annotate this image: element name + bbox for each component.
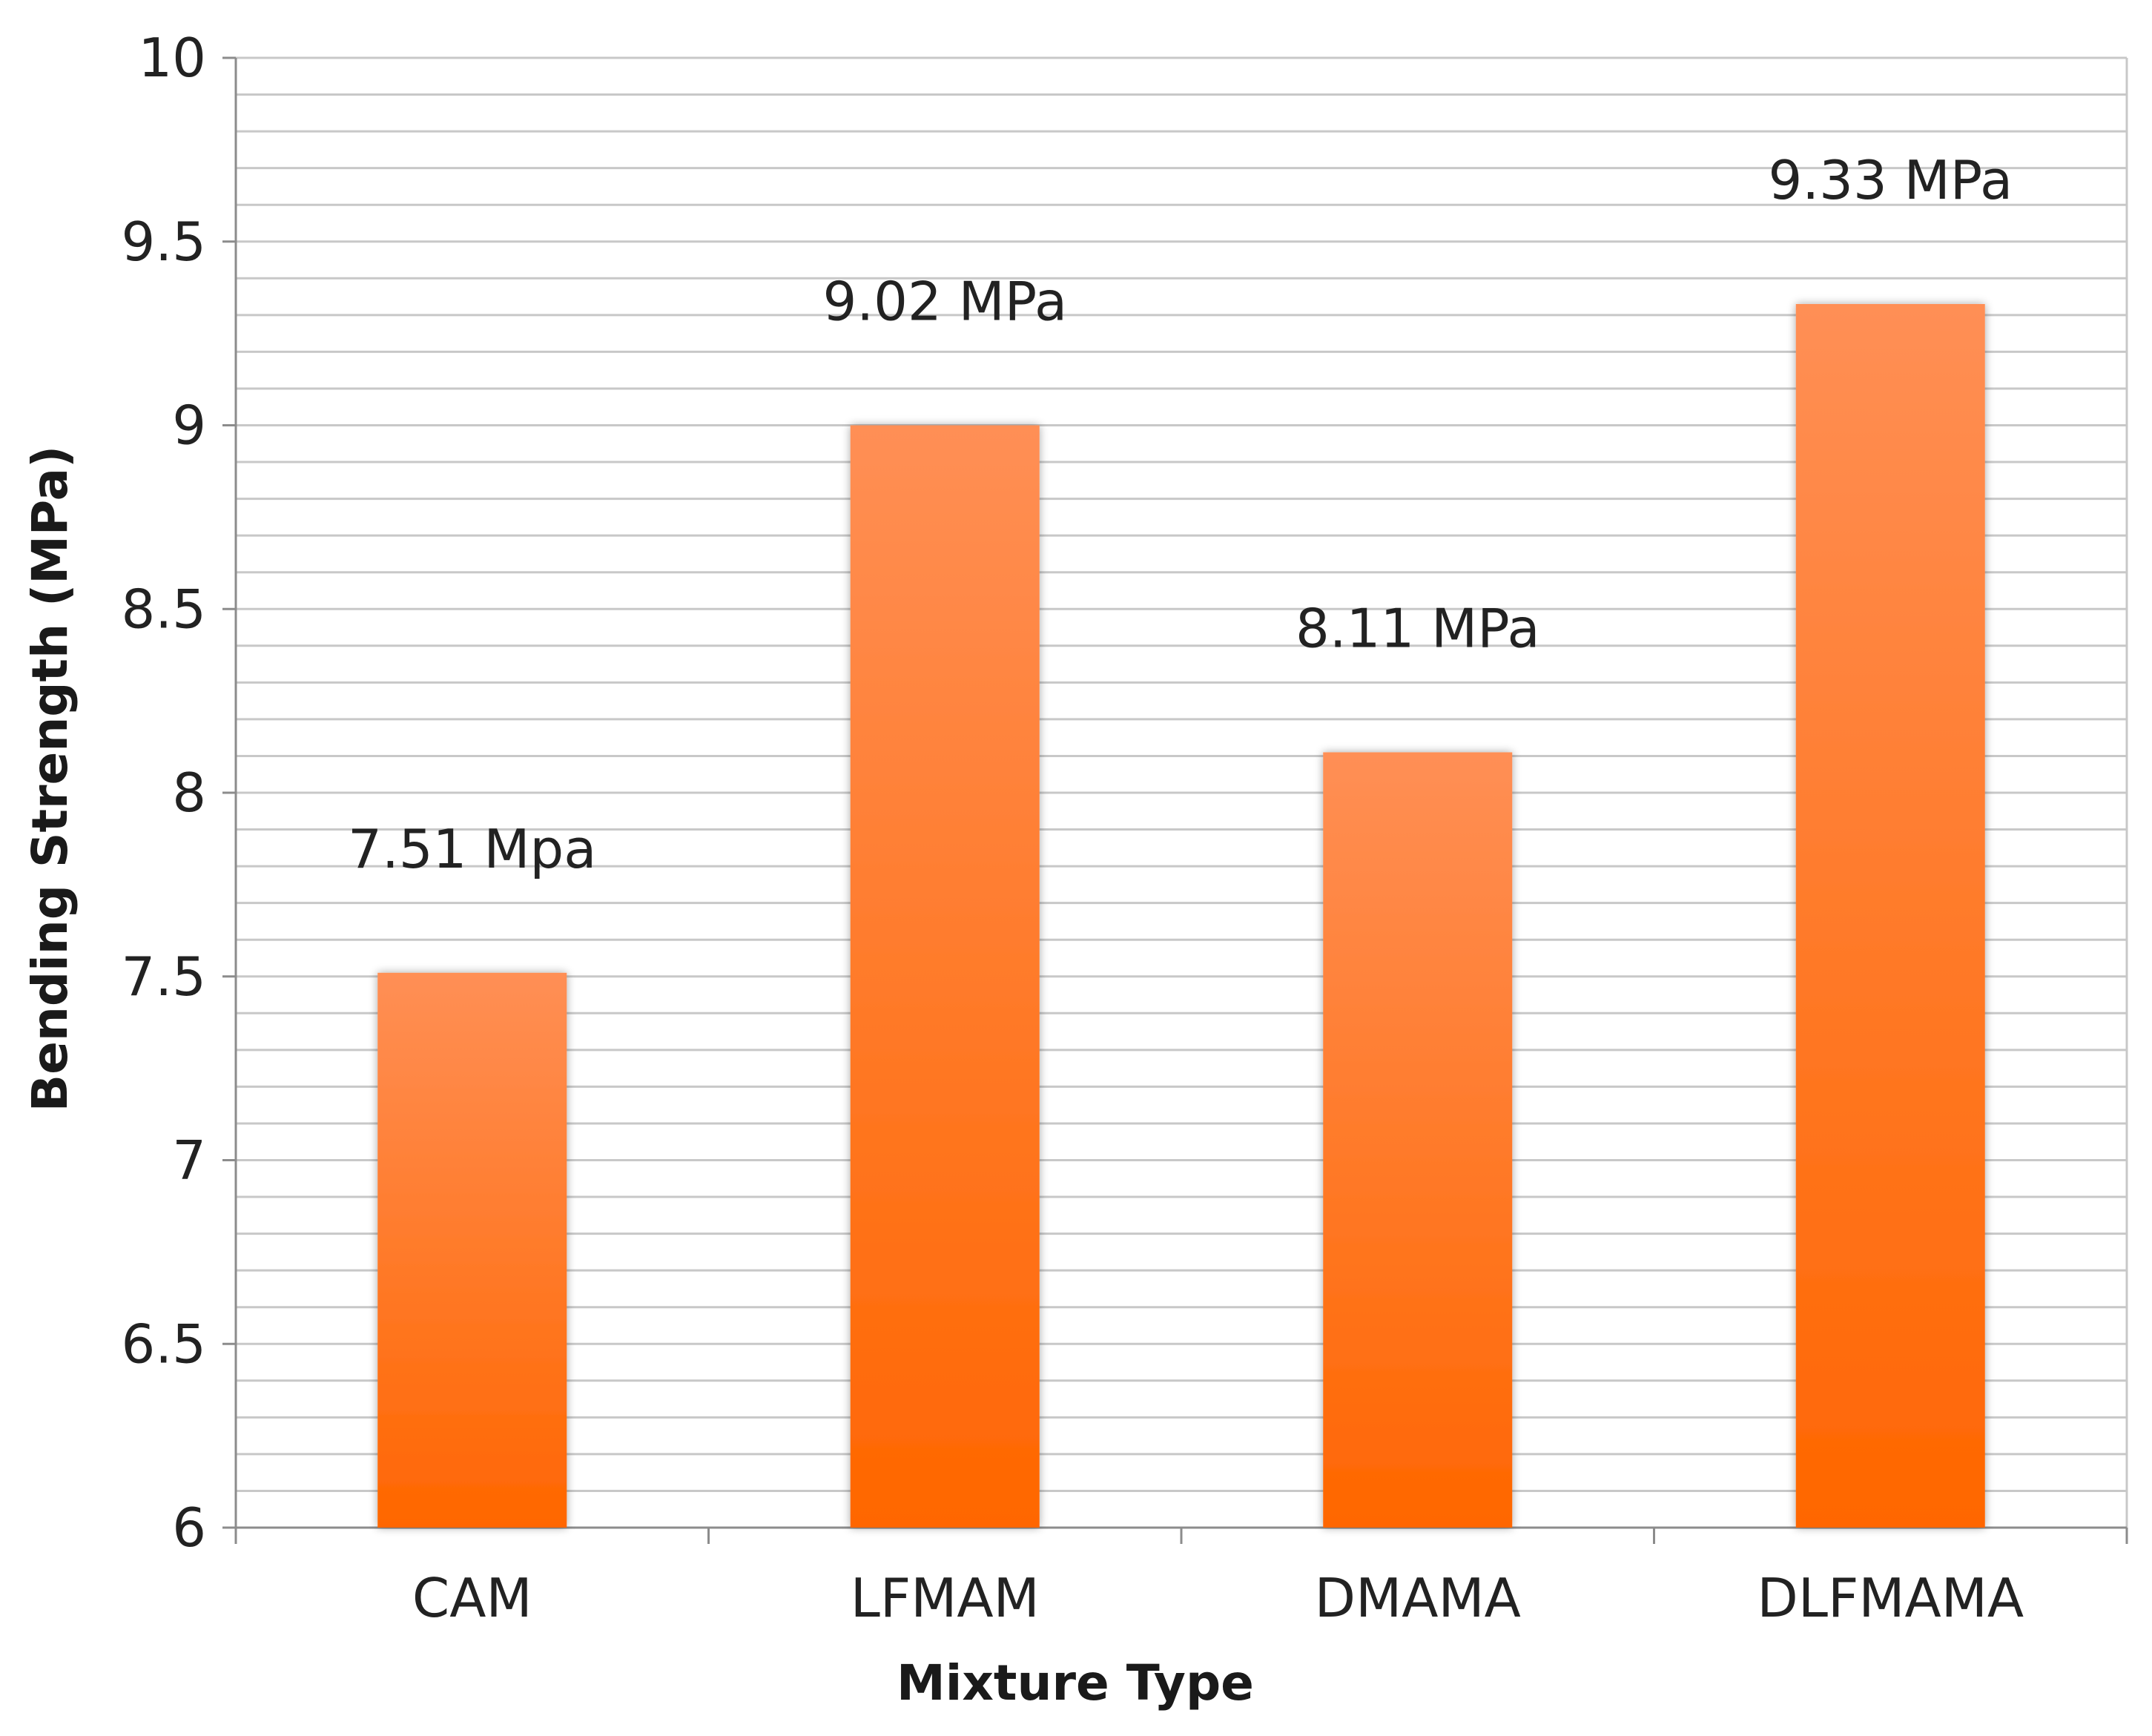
- y-tick-label: 10: [138, 27, 206, 89]
- y-tick-label: 7: [172, 1129, 206, 1192]
- x-axis-title: Mixture Type: [897, 1654, 1254, 1712]
- labels: 6 6.5 7 7.5 8 8.5 9 9.5 10 7.51 Mpa CAM 9.02 MPa LFM…: [121, 27, 2024, 1629]
- y-tick-label: 6: [172, 1496, 206, 1559]
- data-label: 7.51 Mpa: [348, 818, 596, 880]
- y-tick-label: 6.5: [121, 1313, 206, 1375]
- bar-cam: [377, 972, 567, 1528]
- bars: [377, 303, 1985, 1528]
- x-tick-label: DLFMAMA: [1757, 1567, 2024, 1629]
- y-tick-label: 8: [172, 762, 206, 824]
- y-tick-label: 9: [172, 395, 206, 457]
- y-axis-title: Bending Strength (MPa): [22, 446, 79, 1112]
- y-tick-label: 8.5: [121, 578, 206, 640]
- bar-lfmam: [850, 425, 1040, 1528]
- x-tick-label: CAM: [412, 1567, 532, 1629]
- x-tick-label: LFMAM: [851, 1567, 1040, 1629]
- bar-dlfmama: [1795, 303, 1985, 1528]
- y-tick-label: 7.5: [121, 945, 206, 1008]
- bar-dmama: [1323, 752, 1513, 1528]
- data-label: 9.33 MPa: [1768, 149, 2013, 211]
- data-label: 8.11 MPa: [1296, 597, 1540, 659]
- y-tick-label: 9.5: [121, 211, 206, 273]
- data-label: 9.02 MPa: [822, 271, 1067, 333]
- x-tick-label: DMAMA: [1315, 1567, 1521, 1629]
